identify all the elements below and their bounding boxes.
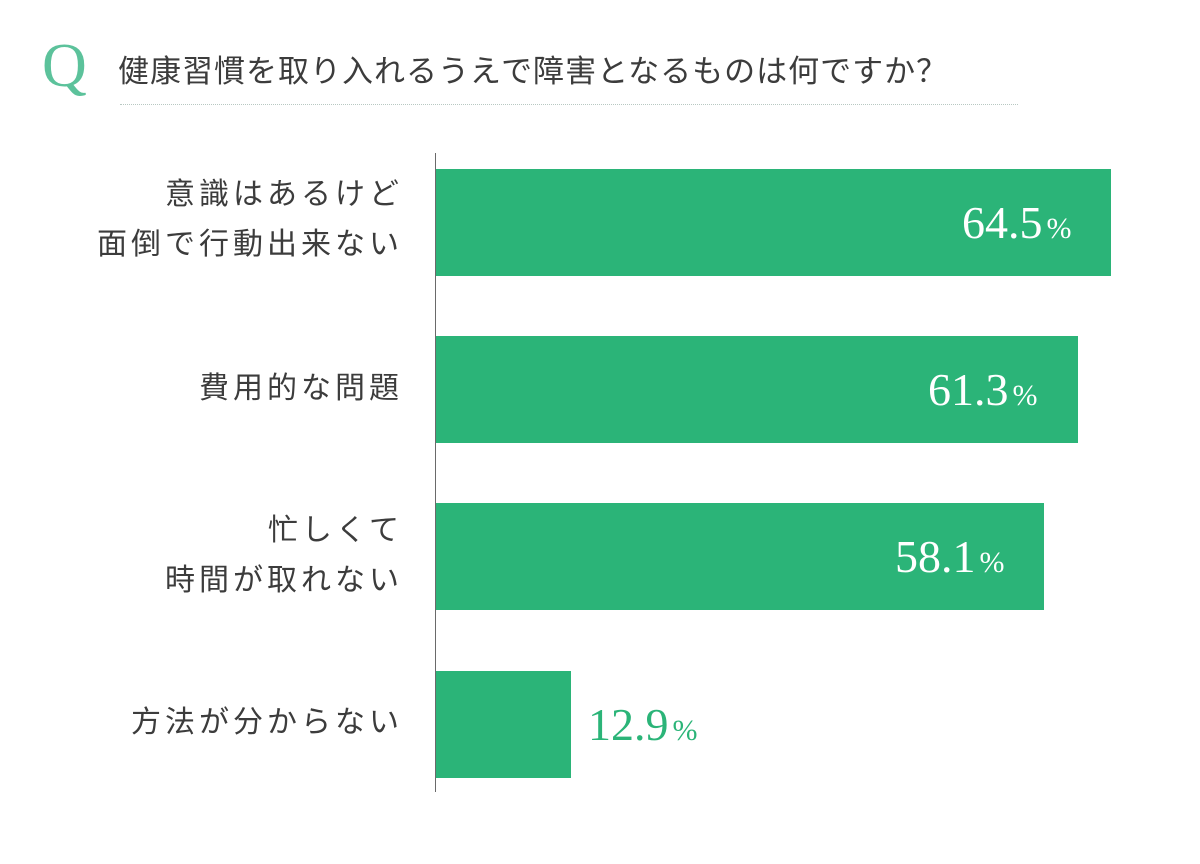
question-mark-q: Q (42, 32, 87, 100)
bar-value-2: 61.3% (928, 364, 1038, 415)
bar-label-3: 忙しくて 時間が取れない (165, 506, 403, 606)
bar-label-4: 方法が分からない (131, 698, 403, 748)
bar-label-line: 費用的な問題 (199, 371, 403, 406)
bar-value-1: 64.5% (962, 197, 1072, 248)
bar-label-line: 忙しくて (267, 513, 403, 548)
chart-title: 健康習慣を取り入れるうえで障害となるものは何ですか？ (118, 54, 949, 90)
bar-label-1: 意識はあるけど 面倒で行動出来ない (97, 170, 403, 270)
y-axis-line (435, 153, 436, 792)
bar-label-line: 方法が分からない (131, 705, 403, 740)
bar-2 (436, 336, 1078, 443)
bar-1 (436, 169, 1111, 276)
bar-label-line: 意識はあるけど (165, 177, 403, 212)
bar-value-3: 58.1% (895, 531, 1005, 582)
bar-label-line: 面倒で行動出来ない (97, 227, 403, 262)
bar-label-2: 費用的な問題 (199, 364, 403, 414)
bar-4 (436, 671, 571, 778)
bar-3 (436, 503, 1044, 610)
bar-value-4: 12.9% (588, 699, 698, 750)
bar-label-line: 時間が取れない (165, 563, 403, 598)
title-divider (120, 104, 1018, 105)
